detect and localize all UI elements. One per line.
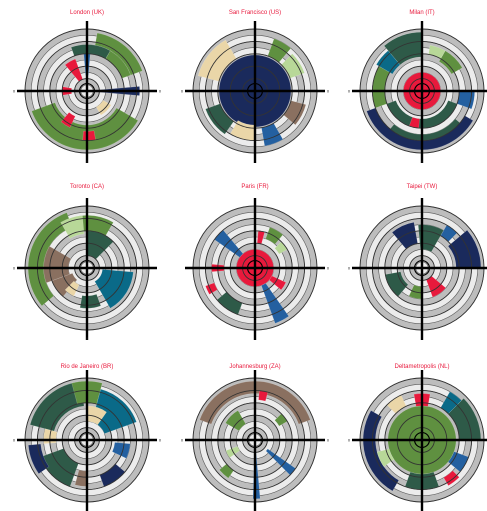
segment-beige	[64, 280, 80, 297]
tick-label-right: 0	[159, 89, 162, 94]
segment-blue	[112, 442, 131, 459]
chart-title: Johannesburg (ZA)	[229, 364, 280, 370]
crosshair-axes: 00	[348, 370, 487, 511]
radial-chart: Paris (FR) 0	[185, 184, 330, 340]
chart-title: Milan (IT)	[409, 10, 434, 16]
tick-label-left: 0	[13, 89, 16, 94]
crosshair-axes: 000	[348, 21, 487, 164]
segment-teal	[94, 269, 134, 309]
segment-lightgreen	[60, 215, 85, 239]
chart-title: Deltametropolis (NL)	[394, 364, 449, 370]
segment-red	[268, 275, 287, 291]
radial-chart: Rio de Janeiro (BR)0 0	[13, 364, 162, 511]
chart-title: Toronto (CA)	[70, 184, 104, 190]
segment-green	[225, 410, 246, 431]
segment-teal	[376, 50, 401, 75]
segments	[28, 380, 137, 487]
tick-label-bottom: 0	[86, 336, 89, 341]
radial-chart: Taipei (TW) 00	[348, 184, 487, 340]
radial-chart: Milan (IT)000	[348, 10, 487, 164]
radial-chart: Deltametropolis (NL)00	[348, 364, 487, 511]
tick-label-left: 0	[348, 438, 351, 443]
crosshair-axes: 0 0 0	[13, 21, 162, 164]
tick-label-left: 0	[348, 266, 351, 271]
tick-label-right: 0	[327, 89, 330, 94]
chart-title: San Francisco (US)	[229, 10, 281, 16]
segment-darkgreen	[29, 381, 85, 432]
radial-chart: London (UK) 0 0 0	[13, 10, 162, 164]
segment-beige	[96, 100, 112, 116]
chart-title: Rio de Janeiro (BR)	[61, 364, 114, 370]
tick-label-left: 0	[181, 438, 184, 443]
radial-chart: Toronto (CA)00	[13, 184, 157, 341]
tick-label-bottom: 0	[86, 159, 89, 164]
chart-title: London (UK)	[70, 10, 104, 16]
radial-chart: San Francisco (US)0 0	[181, 10, 330, 163]
tick-label-left: 0	[13, 438, 16, 443]
segment-red	[82, 130, 96, 141]
segment-lightgreen	[225, 446, 241, 459]
radial-chart: Johannesburg (ZA)0 0	[181, 364, 330, 511]
segment-lightgreen	[376, 448, 395, 467]
chart-title: Taipei (TW)	[407, 184, 438, 190]
segment-darkgreen	[418, 224, 444, 253]
segments	[366, 31, 475, 151]
tick-label-bottom: 0	[421, 159, 424, 164]
tick-label-right: 0	[327, 266, 330, 271]
crosshair-axes: 00	[348, 198, 487, 340]
segment-brown	[199, 380, 311, 425]
segment-darkgreen	[383, 31, 423, 66]
segment-teal	[91, 388, 137, 434]
segment-navy	[28, 443, 50, 475]
crosshair-axes: 00	[13, 198, 157, 341]
segment-red	[60, 112, 76, 128]
segment-blue	[261, 282, 290, 324]
tick-label-right: 0	[327, 438, 330, 443]
tick-label-left: 0	[348, 89, 351, 94]
segment-red	[443, 470, 460, 486]
segment-navy	[447, 229, 482, 269]
crosshair-axes: 0	[185, 198, 330, 340]
tick-label-left: 0	[13, 266, 16, 271]
tick-label-left: 0	[181, 89, 184, 94]
chart-title: Paris (FR)	[241, 184, 268, 190]
tick-label-right: 0	[159, 438, 162, 443]
